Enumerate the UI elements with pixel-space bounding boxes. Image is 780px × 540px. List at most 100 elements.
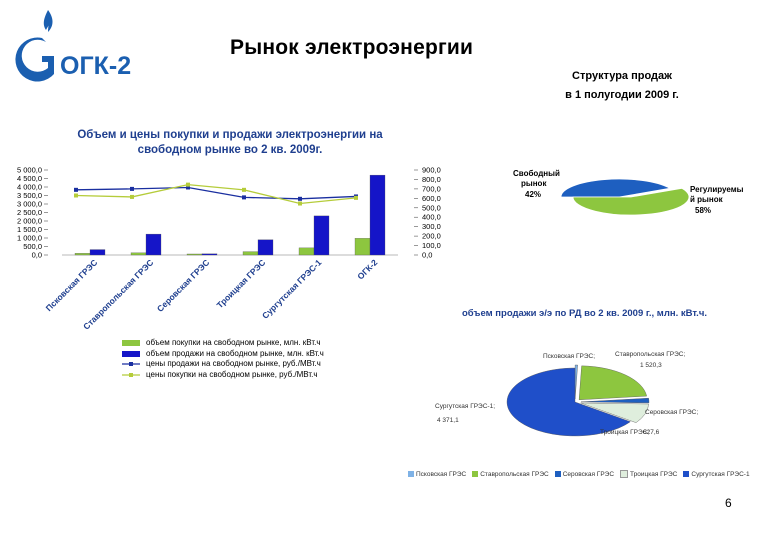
line-purchase-price	[75, 183, 357, 205]
point-sale-price	[242, 195, 246, 200]
legend-swatch	[554, 471, 561, 477]
legend-label: объем продажи на свободном рынке, млн. к…	[146, 348, 324, 358]
legend-label: объем покупки на свободном рынке, млн. к…	[146, 338, 321, 347]
point-purchase-price	[186, 182, 190, 187]
legend-swatch	[620, 470, 629, 478]
pie-label-reg-2: й рынок	[690, 195, 724, 204]
pie-slice-regulated-market	[572, 187, 690, 216]
point-sale-price	[298, 196, 302, 201]
left-axis-tick-label: 2 000,0	[17, 217, 42, 226]
right-axis-tick-label: 200,0	[422, 232, 441, 241]
line-sale-price	[75, 186, 357, 200]
category-label: Псковская ГРЭС	[44, 257, 100, 313]
left-axis-tick-label: 1 000,0	[17, 234, 42, 243]
legend-item-purchase-volume: объем покупки на свободном рынке, млн. к…	[122, 338, 324, 349]
logo-graphic: ОГК-2	[15, 10, 131, 82]
left-axis-tick-label: 5 000,0	[17, 166, 42, 175]
rd-pie-slice	[580, 397, 650, 404]
legend-label: Троицкая ГРЭС	[630, 470, 678, 478]
bar-sale-volume	[257, 239, 274, 256]
category-label: ОГК-2	[355, 257, 379, 281]
category-label: Троицкая ГРЭС	[215, 257, 268, 310]
pie2-value-surgut: 4 371,1	[437, 417, 459, 424]
pie-label-free-2: рынок	[521, 179, 547, 188]
point-sale-price	[130, 186, 134, 191]
left-axis-tick-label: 3 000,0	[17, 200, 42, 209]
rd-legend-item: Псковская ГРЭС	[408, 470, 466, 478]
left-axis-tick-label: 2 500,0	[17, 208, 42, 217]
bar-purchase-volume	[186, 253, 203, 256]
rd-sales-title: объем продажи э/э по РД во 2 кв. 2009 г.…	[462, 308, 707, 319]
right-axis-tick-label: 0,0	[422, 251, 432, 260]
category-label: Серовская ГРЭС	[155, 257, 212, 314]
main-combo-chart: 5 000,0 4 500,0 4 000,0 3 500,0 3 000,0 2 500…	[0, 150, 460, 390]
category-label: Сургутская ГРЭС-1	[260, 257, 324, 321]
left-axis-tick-label: 4 000,0	[17, 183, 42, 192]
right-axis-tick-label: 500,0	[422, 203, 441, 212]
pie-label-free-value: 42%	[525, 190, 541, 199]
bar-sale-volume	[145, 233, 162, 256]
rd-legend-item: Троицкая ГРЭС	[620, 470, 677, 478]
right-axis-tick-label: 400,0	[422, 213, 441, 222]
legend-item-purchase-price: цены покупки на свободном рынке, руб./МВ…	[122, 370, 324, 381]
right-axis-tick-label: 600,0	[422, 194, 441, 203]
pie2-value-troitsk: 627,6	[643, 429, 660, 436]
rd-sales-pie: Псковская ГРЭС; Ставропольская ГРЭС; 1 5…	[425, 330, 770, 460]
legend-swatch	[472, 471, 479, 477]
rd-pie-slice	[574, 364, 578, 400]
point-purchase-price	[242, 187, 246, 192]
legend-label: Сургутская ГРЭС-1	[691, 470, 750, 478]
pie2-label-serov: Серовская ГРЭС;	[645, 409, 698, 416]
pie2-label-pskov: Псковская ГРЭС;	[543, 353, 595, 360]
point-sale-price	[186, 185, 190, 190]
main-chart-title: Объем и цены покупки и продажи электроэн…	[60, 128, 400, 158]
point-sale-price	[74, 187, 78, 192]
legend-swatch	[122, 350, 140, 357]
logo-text: ОГК-2	[60, 52, 131, 80]
main-chart-title-line1: Объем и цены покупки и продажи электроэн…	[77, 129, 383, 141]
legend-swatch	[408, 471, 414, 477]
pie2-label-stavropol: Ставропольская ГРЭС;	[615, 351, 685, 358]
right-axis-tick-label: 300,0	[422, 222, 441, 231]
bar-sale-volume	[201, 253, 218, 256]
legend-label: цены продажи на свободном рынке, руб./МВ…	[146, 359, 321, 368]
pie-label-reg-value: 58%	[695, 206, 711, 215]
page-number: 6	[725, 496, 732, 510]
right-axis-tick-label: 700,0	[422, 184, 441, 193]
logo-flame-right	[48, 10, 53, 32]
legend-item-sale-volume: объем продажи на свободном рынке, млн. к…	[122, 349, 324, 360]
sales-structure-subtitle: в 1 полугодии 2009 г.	[565, 89, 679, 101]
legend-label: цены покупки на свободном рынке, руб./МВ…	[146, 369, 318, 379]
rd-legend-item: Ставропольская ГРЭС	[472, 470, 549, 478]
company-logo: ОГК-2	[8, 4, 138, 84]
rd-pie-slice	[578, 365, 647, 401]
rd-legend-item: Серовская ГРЭС	[554, 470, 615, 478]
page-title: Рынок электроэнергии	[230, 36, 474, 59]
left-axis-tick-label: 4 500,0	[17, 174, 42, 183]
pie2-value-stavropol: 1 520,3	[640, 362, 662, 369]
main-chart-legend: объем покупки на свободном рынке, млн. к…	[122, 338, 324, 380]
bar-purchase-volume	[298, 247, 315, 256]
legend-label: Серовская ГРЭС	[562, 470, 615, 478]
legend-swatch	[122, 370, 140, 380]
legend-item-sale-price: цены продажи на свободном рынке, руб./МВ…	[122, 359, 324, 370]
pie-label-reg-1: Регулируемы	[690, 185, 744, 194]
logo-g-shape	[15, 37, 55, 82]
bar-sale-volume	[89, 249, 106, 256]
left-axis-tick-label: 500,0	[23, 242, 42, 251]
pie2-label-troitsk: Троицкая ГРЭС;	[600, 429, 649, 436]
sales-structure-pie: Свободный рынок 42% Регулируемы й рынок …	[505, 160, 745, 230]
right-axis-tick-label: 100,0	[422, 241, 441, 250]
right-axis-tick-label: 900,0	[422, 166, 441, 175]
legend-label: Псковская ГРЭС	[416, 470, 467, 478]
pie-slice-free-market	[560, 178, 672, 198]
point-purchase-price	[354, 195, 358, 200]
bar-purchase-volume	[130, 252, 147, 256]
rd-pie-slice	[580, 402, 649, 423]
legend-swatch	[122, 340, 140, 347]
pie2-label-surgut: Сургутская ГРЭС-1;	[435, 403, 495, 410]
rd-sales-legend: Псковская ГРЭС Ставропольская ГРЭС Серов…	[408, 470, 750, 478]
pie-label-free-1: Свободный	[513, 169, 560, 178]
bar-sale-volume	[313, 215, 330, 256]
rd-pie-slice	[506, 367, 631, 437]
